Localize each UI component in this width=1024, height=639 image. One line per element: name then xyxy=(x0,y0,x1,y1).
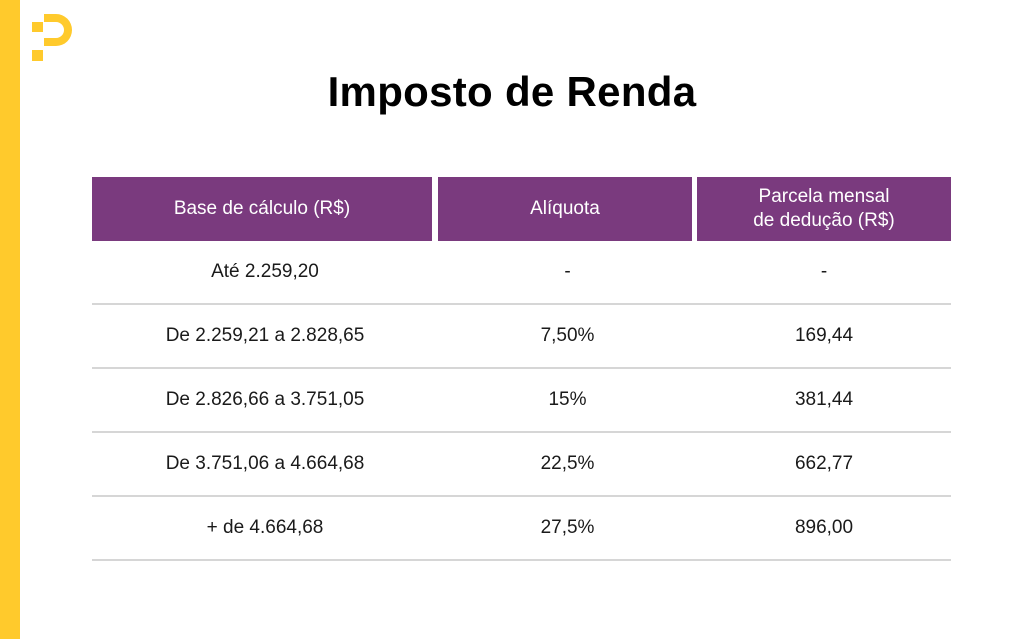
table-header: Base de cálculo (R$) Alíquota Parcela me… xyxy=(92,177,951,241)
header-base-calculo: Base de cálculo (R$) xyxy=(92,177,432,241)
tax-table: Base de cálculo (R$) Alíquota Parcela me… xyxy=(92,177,951,561)
cell-deducao: 662,77 xyxy=(794,453,854,474)
table-row: Até 2.259,20 - - xyxy=(92,241,951,305)
cell-deducao: 381,44 xyxy=(794,389,854,410)
table-row: + de 4.664,68 27,5% 896,00 xyxy=(92,497,951,561)
cell-base: + de 4.664,68 xyxy=(206,517,324,538)
page-title: Imposto de Renda xyxy=(327,68,697,115)
cell-deducao: - xyxy=(820,261,828,282)
p-logo-icon xyxy=(32,14,72,61)
header-parcela-deducao: Parcela mensal de dedução (R$) xyxy=(697,177,951,241)
cell-aliquota: 27,5% xyxy=(540,517,595,538)
cell-base: Até 2.259,20 xyxy=(211,261,319,282)
cell-aliquota: 7,50% xyxy=(540,325,595,346)
side-accent-bar xyxy=(0,0,20,639)
table-row: De 2.826,66 a 3.751,05 15% 381,44 xyxy=(92,369,951,433)
header-parcela-line2: de dedução (R$) xyxy=(753,210,895,231)
table-row: De 3.751,06 a 4.664,68 22,5% 662,77 xyxy=(92,433,951,497)
header-parcela-line1: Parcela mensal xyxy=(758,186,890,207)
cell-aliquota: 15% xyxy=(548,389,587,410)
cell-base: De 2.826,66 a 3.751,05 xyxy=(165,389,365,410)
cell-base: De 3.751,06 a 4.664,68 xyxy=(165,453,365,474)
header-aliquota: Alíquota xyxy=(438,177,692,241)
cell-aliquota: - xyxy=(564,261,571,282)
cell-aliquota: 22,5% xyxy=(540,453,595,474)
cell-base: De 2.259,21 a 2.828,65 xyxy=(165,325,365,346)
cell-deducao: 169,44 xyxy=(794,325,854,346)
cell-deducao: 896,00 xyxy=(794,517,854,538)
table-row: De 2.259,21 a 2.828,65 7,50% 169,44 xyxy=(92,305,951,369)
